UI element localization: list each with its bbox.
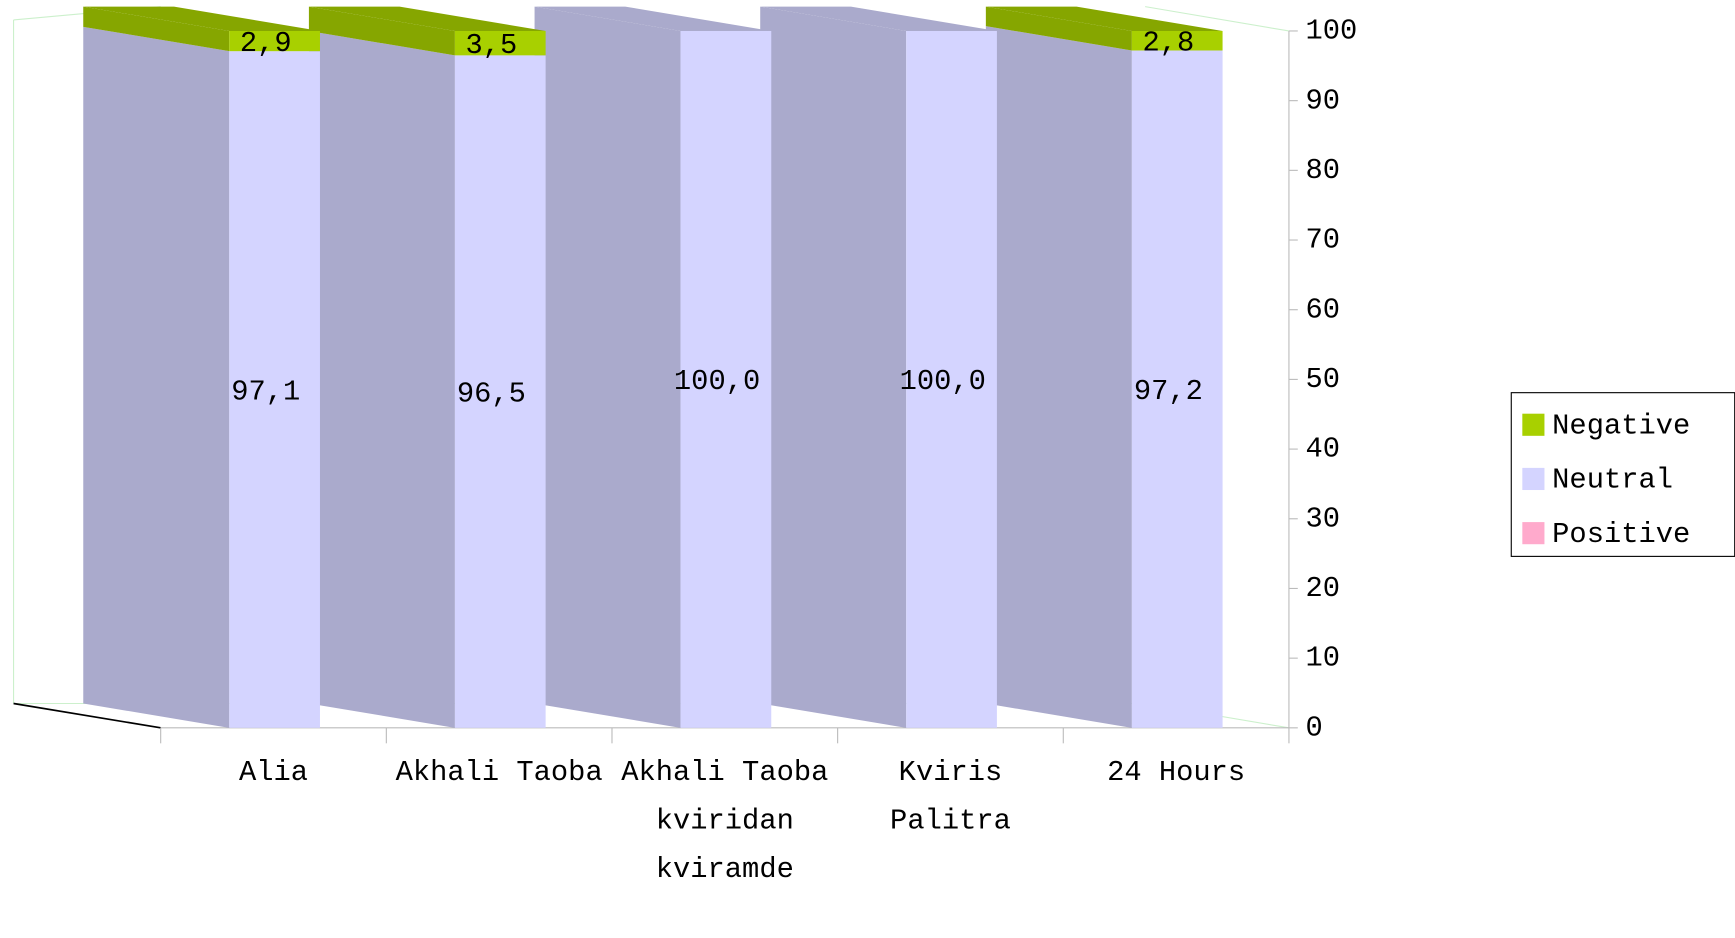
y-tick-label: 40 [1306,433,1341,466]
bar-side [985,6,1132,51]
x-tick-label: 24 Hours [1107,755,1246,789]
bar [906,30,997,728]
bar-side [985,26,1132,728]
bars: 97,2 2,8 100,0 100,0 96,5 3,5 97,1 2,9 [83,6,1223,728]
y-tick-label: 30 [1306,502,1341,535]
data-label: 3,5 [466,29,518,62]
legend-label: Positive [1552,518,1690,551]
x-tick-label: Alia [238,755,309,789]
x-tick-label-box: Akhali Taoba [395,755,603,789]
bar [454,55,546,728]
bar-side [308,31,455,728]
data-label: 96,5 [457,377,526,410]
bar-side [760,6,907,728]
y-tick-label: 100 [1306,15,1358,48]
y-tick-label: 10 [1306,642,1341,675]
legend-swatch [1522,467,1545,491]
data-label: 97,1 [231,375,300,408]
y-tick-label: 90 [1306,84,1341,117]
x-tick-label: Akhali Taoba kviridan kviramde [621,755,829,887]
y-tick-label: 0 [1306,711,1323,744]
bar [1131,30,1223,51]
data-label: 100,0 [674,365,760,398]
x-tick-label: Kviris Palitra [890,755,1011,838]
bar-top [83,6,320,31]
y-tick-label: 70 [1306,224,1341,257]
bar-top [985,6,1223,31]
legend [1510,392,1735,557]
y-tick-label: 60 [1306,293,1341,326]
x-tick-label-box: 24 Hours [1107,755,1246,789]
bar-side [83,26,230,728]
bar-top [534,6,772,31]
bar [229,51,320,728]
bar-top [308,6,546,31]
y-tick-label: 20 [1306,572,1341,605]
legend-swatch [1522,522,1545,545]
bar [454,30,546,56]
bar-side [534,6,681,728]
bar-top [760,6,997,31]
bar [1131,50,1223,728]
data-label: 100,0 [900,365,986,398]
x-tick-label-box: Alia [238,755,309,789]
x-tick-label-box: Kviris Palitra [890,755,1011,838]
bar [229,30,320,52]
legend-swatch [1522,413,1545,436]
floor-edge [13,702,161,729]
data-label: 2,8 [1142,27,1194,60]
y-tick-label: 50 [1306,363,1341,396]
bar [680,30,772,728]
bar-side [308,6,455,56]
x-tick-label-box: Akhali Taoba kviridan kviramde [621,755,829,887]
legend-label: Neutral [1552,464,1673,497]
bar-side [83,6,230,52]
data-label: 2,9 [240,27,292,60]
x-tick-label: Akhali Taoba [395,755,603,789]
data-label: 97,2 [1134,375,1203,408]
legend-label: Negative [1552,409,1690,442]
y-tick-label: 80 [1306,154,1341,187]
